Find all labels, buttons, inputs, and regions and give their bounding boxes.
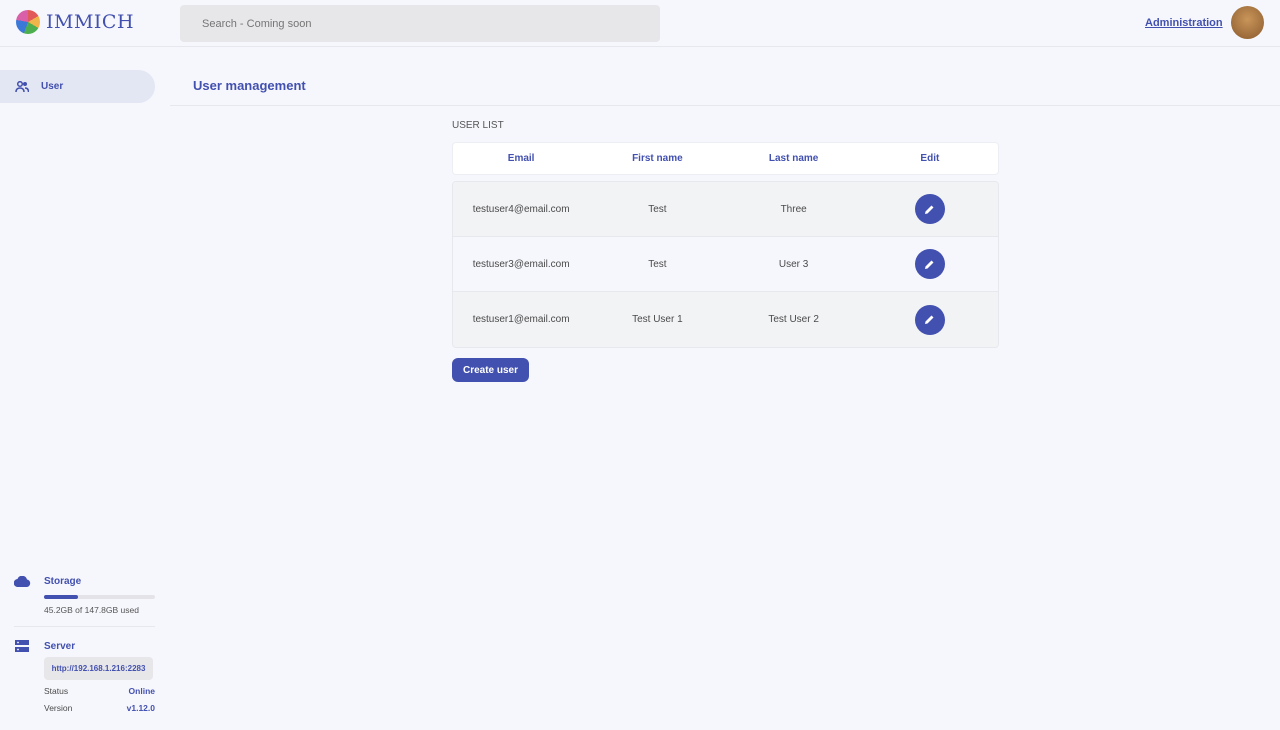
server-label: Server <box>44 640 76 652</box>
immich-logo-icon <box>16 10 40 34</box>
status-label: Status <box>44 686 69 696</box>
email-cell: testuser4@email.com <box>472 203 570 215</box>
edit-user-button[interactable] <box>914 304 945 335</box>
column-header-first-name: First name <box>632 153 683 164</box>
table-row: testuser1@email.com Test User 1 Test Use… <box>453 292 998 347</box>
storage-used-text: 45.2GB of 147.8GB used <box>44 605 139 615</box>
edit-user-button[interactable] <box>914 249 945 279</box>
server-url: http://192.168.1.216:2283 <box>44 657 153 680</box>
app-name: IMMICH <box>46 11 135 33</box>
avatar[interactable] <box>1231 6 1264 39</box>
storage-label: Storage <box>44 576 82 587</box>
cloud-icon <box>14 576 31 587</box>
divider <box>170 105 1280 106</box>
table-row: testuser3@email.com Test User 3 <box>453 237 998 292</box>
server-version: Version v1.12.0 <box>44 703 155 713</box>
last-name-cell: Three <box>780 203 807 215</box>
users-icon <box>15 80 29 92</box>
search-input[interactable] <box>180 5 660 42</box>
server-section: Server <box>15 640 75 652</box>
last-name-cell: User 3 <box>778 258 809 270</box>
logo[interactable]: IMMICH <box>16 10 134 34</box>
last-name-cell: Test User 2 <box>768 314 819 325</box>
divider <box>14 626 155 627</box>
first-name-cell: Test <box>648 203 667 215</box>
server-icon <box>15 640 29 652</box>
pencil-icon <box>925 315 934 324</box>
sidebar-item-user[interactable]: User <box>0 70 155 103</box>
version-value: v1.12.0 <box>126 703 155 713</box>
column-header-last-name: Last name <box>768 153 819 164</box>
administration-link[interactable]: Administration <box>1145 17 1223 29</box>
column-header-edit: Edit <box>920 153 940 164</box>
server-status: Status Online <box>44 686 155 696</box>
table-row: testuser4@email.com Test Three <box>453 182 998 237</box>
first-name-cell: Test User 1 <box>632 314 683 325</box>
email-cell: testuser3@email.com <box>472 258 570 270</box>
section-label: USER LIST <box>452 120 504 131</box>
pencil-icon <box>925 260 934 269</box>
email-cell: testuser1@email.com <box>472 314 570 325</box>
storage-progress-fill <box>44 595 78 599</box>
version-label: Version <box>44 703 73 713</box>
create-user-button[interactable]: Create user <box>452 358 529 382</box>
status-value: Online <box>128 686 155 696</box>
page-title: User management <box>193 78 306 93</box>
sidebar-item-label: User <box>41 81 64 92</box>
column-header-email: Email <box>507 153 535 164</box>
table-header: Email First name Last name Edit <box>452 142 999 175</box>
user-table: testuser4@email.com Test Three testuser3… <box>452 181 999 348</box>
storage-section: Storage <box>14 576 81 587</box>
first-name-cell: Test <box>648 258 667 270</box>
top-bar: IMMICH Administration <box>0 0 1280 47</box>
edit-user-button[interactable] <box>914 194 945 224</box>
storage-progress-bar <box>44 595 155 599</box>
pencil-icon <box>925 205 934 214</box>
